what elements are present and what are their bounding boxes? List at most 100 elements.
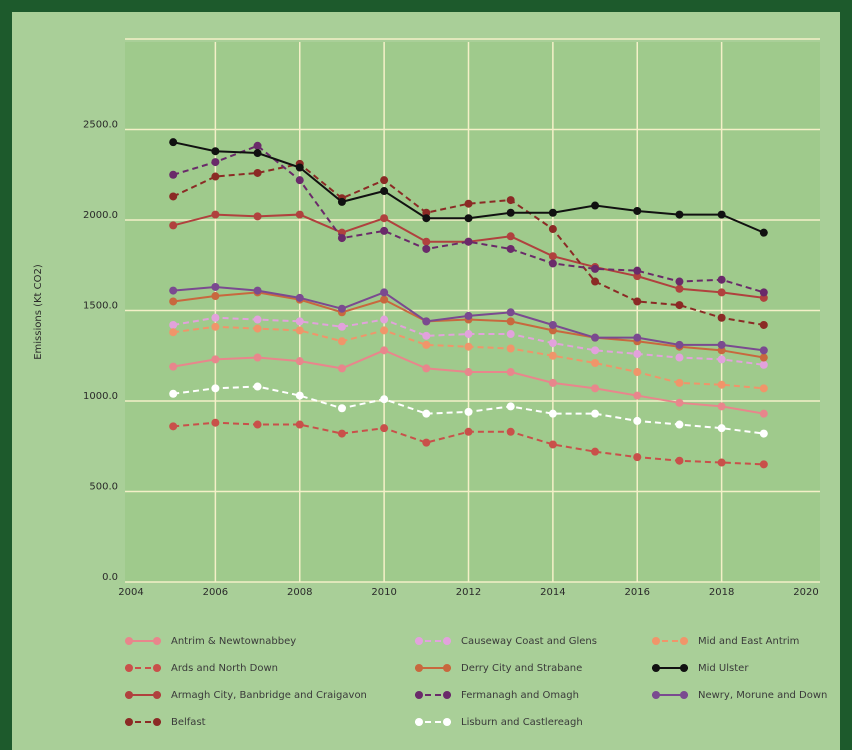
legend-swatch (680, 691, 688, 699)
legend-swatch (415, 637, 423, 645)
data-point (591, 384, 600, 393)
legend-swatch (680, 637, 688, 645)
data-point (506, 196, 515, 205)
legend-label: Ards and North Down (171, 663, 278, 674)
data-point (464, 368, 473, 377)
data-point (717, 313, 726, 322)
data-point (591, 201, 600, 210)
data-point (211, 418, 220, 427)
data-point (380, 214, 389, 223)
data-point (464, 199, 473, 208)
data-point (337, 322, 346, 331)
data-point (717, 458, 726, 467)
data-point (295, 420, 304, 429)
data-point (253, 286, 262, 295)
legend: Antrim & Newtownabbey Ards and North Down… (125, 636, 827, 728)
data-point (169, 221, 178, 230)
data-point (253, 141, 262, 150)
data-point (548, 252, 557, 261)
x-tick-label: 2018 (709, 587, 734, 598)
data-point (633, 453, 642, 462)
data-point (422, 244, 431, 253)
data-point (169, 389, 178, 398)
data-point (422, 237, 431, 246)
data-point (675, 340, 684, 349)
data-point (211, 313, 220, 322)
legend-swatch (443, 637, 451, 645)
data-point (548, 259, 557, 268)
data-point (591, 264, 600, 273)
data-point (169, 328, 178, 337)
data-point (717, 340, 726, 349)
data-point (337, 197, 346, 206)
legend-swatch (415, 691, 423, 699)
legend-swatch (125, 664, 133, 672)
series-line (172, 162, 764, 326)
x-tick-label: 2008 (287, 587, 312, 598)
legend-swatch (443, 718, 451, 726)
legend-swatch (153, 718, 161, 726)
data-point (422, 340, 431, 349)
data-point (253, 149, 262, 158)
data-point (717, 402, 726, 411)
legend-label: Newry, Morune and Down (698, 690, 827, 701)
lines (169, 138, 768, 469)
data-point (211, 355, 220, 364)
data-point (675, 284, 684, 293)
data-point (759, 460, 768, 469)
data-point (253, 324, 262, 333)
data-point (548, 409, 557, 418)
data-point (295, 391, 304, 400)
data-point (633, 266, 642, 275)
data-point (422, 364, 431, 373)
data-point (675, 210, 684, 219)
data-point (295, 163, 304, 172)
data-point (380, 326, 389, 335)
data-point (633, 391, 642, 400)
data-point (506, 427, 515, 436)
data-point (759, 353, 768, 362)
data-point (380, 424, 389, 433)
data-point (295, 176, 304, 185)
data-point (422, 317, 431, 326)
data-point (422, 438, 431, 447)
data-point (675, 456, 684, 465)
data-point (548, 378, 557, 387)
data-point (506, 317, 515, 326)
data-point (169, 170, 178, 179)
data-point (169, 362, 178, 371)
data-point (675, 378, 684, 387)
data-point (211, 158, 220, 167)
data-point (464, 330, 473, 339)
data-point (717, 424, 726, 433)
data-point (759, 384, 768, 393)
data-point (464, 237, 473, 246)
data-point (253, 168, 262, 177)
x-tick-label: 2012 (456, 587, 481, 598)
data-point (169, 192, 178, 201)
data-point (506, 402, 515, 411)
data-point (506, 232, 515, 241)
data-point (380, 346, 389, 355)
data-point (464, 311, 473, 320)
data-point (295, 317, 304, 326)
data-point (380, 176, 389, 185)
data-point (295, 357, 304, 366)
data-point (548, 339, 557, 348)
legend-swatch (153, 664, 161, 672)
data-point (506, 344, 515, 353)
legend-swatch (652, 664, 660, 672)
legend-label: Belfast (171, 717, 206, 728)
legend-swatch (153, 691, 161, 699)
data-point (633, 349, 642, 358)
data-point (295, 326, 304, 335)
data-point (506, 368, 515, 377)
legend-label: Mid Ulster (698, 663, 749, 674)
data-point (675, 398, 684, 407)
plot-area (125, 42, 820, 582)
data-point (380, 226, 389, 235)
y-tick-label: 1500.0 (83, 301, 118, 312)
legend-swatch (443, 691, 451, 699)
